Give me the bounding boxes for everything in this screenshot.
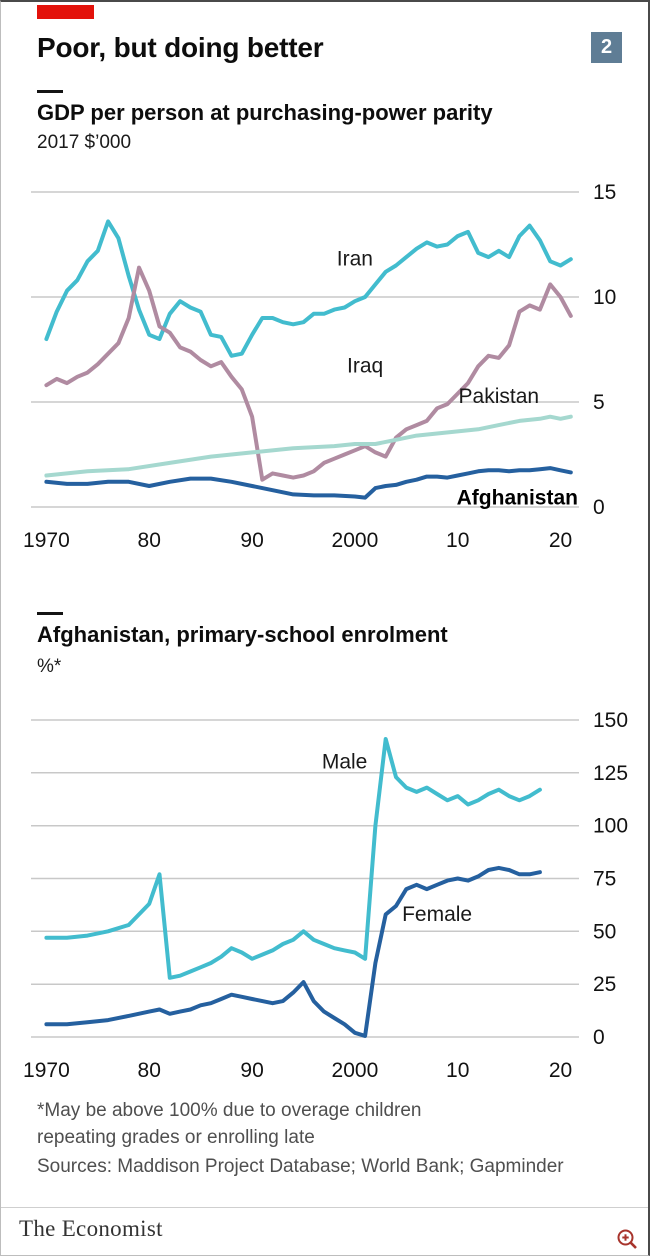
x-tick-label: 1970 (23, 1059, 70, 1082)
series-label-female: Female (402, 903, 472, 926)
gdp-chart-title: GDP per person at purchasing-power parit… (37, 100, 493, 125)
economist-brand: The Economist (19, 1216, 163, 1241)
series-label-iran: Iran (337, 248, 373, 271)
y-tick-label: 100 (593, 815, 628, 838)
y-tick-label: 150 (593, 709, 628, 732)
section-tick-1 (37, 90, 63, 93)
y-tick-label: 50 (593, 920, 616, 943)
x-tick-label: 20 (549, 1059, 572, 1082)
series-line-pakistan (44, 414, 573, 478)
economist-red-tab (37, 5, 94, 19)
x-tick-label: 10 (446, 1059, 469, 1082)
gdp-line-chart: 0 5 10 15 1970 80 90 2000 10 20 Iran Iraq Pakistan Af… (23, 181, 616, 552)
series-label-pakistan: Pakistan (459, 385, 540, 408)
y-tick-label: 5 (593, 391, 605, 414)
series-label-male: Male (322, 751, 368, 774)
zoom-icon[interactable] (616, 1228, 640, 1252)
bottom-divider (1, 1207, 648, 1208)
y-tick-label: 0 (593, 1026, 605, 1049)
series-line-iraq (44, 265, 573, 482)
enrolment-chart-title: Afghanistan, primary-school enrolment (37, 622, 448, 647)
gdp-chart-unit: 2017 $’000 (37, 132, 132, 153)
x-tick-label: 10 (446, 529, 469, 552)
y-tick-label: 10 (593, 286, 616, 309)
series-line-iran (44, 219, 573, 358)
sources-line: Sources: Maddison Project Database; Worl… (37, 1156, 564, 1177)
x-tick-label: 90 (240, 529, 263, 552)
series-label-afghanistan: Afghanistan (457, 487, 578, 510)
footnote-line-1: *May be above 100% due to overage childr… (37, 1100, 422, 1121)
x-tick-label: 80 (138, 1059, 161, 1082)
section-tick-2 (37, 612, 63, 615)
series-line-afghanistan (44, 466, 573, 500)
enrolment-chart-unit: %* (37, 656, 62, 677)
x-tick-label: 2000 (332, 1059, 379, 1082)
series-line-male (44, 737, 542, 980)
x-tick-label: 1970 (23, 529, 70, 552)
figure-number-badge: 2 (591, 32, 622, 63)
page-title: Poor, but doing better (37, 32, 324, 63)
series-label-iraq: Iraq (347, 355, 383, 378)
x-tick-label: 2000 (332, 529, 379, 552)
y-tick-label: 75 (593, 868, 616, 891)
footnote: *May be above 100% due to overage childr… (37, 1097, 421, 1151)
y-tick-label: 125 (593, 762, 628, 785)
x-tick-label: 80 (138, 529, 161, 552)
footnote-line-2: repeating grades or enrolling late (37, 1127, 315, 1148)
x-tick-label: 20 (549, 529, 572, 552)
y-tick-label: 0 (593, 496, 605, 519)
x-tick-label: 90 (240, 1059, 263, 1082)
series-line-female (44, 865, 542, 1038)
y-tick-label: 25 (593, 973, 616, 996)
y-tick-label: 15 (593, 181, 616, 204)
enrolment-line-chart: 0 25 50 75 100 125 150 1970 80 90 2000 10 20 Male Fema… (23, 709, 628, 1082)
